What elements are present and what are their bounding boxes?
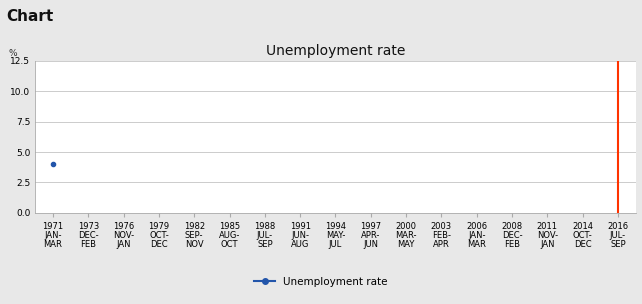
Title: Unemployment rate: Unemployment rate [266,44,405,58]
Text: Chart: Chart [6,9,54,24]
Text: %: % [8,49,17,58]
Legend: Unemployment rate: Unemployment rate [250,273,392,291]
